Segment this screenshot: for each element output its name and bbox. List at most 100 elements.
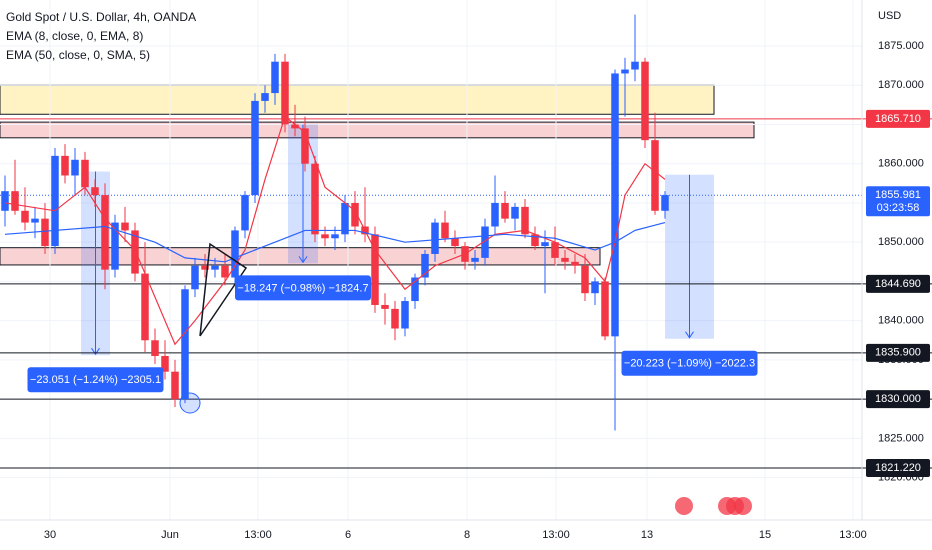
y-tick-label: 1870.000 — [878, 79, 924, 91]
countdown-label: 03:23:58 — [877, 202, 920, 214]
measure-label: −20.223 (−1.09%) −2022.3 — [624, 358, 755, 370]
candle-body — [501, 202, 509, 219]
y-tick-label: 1860.000 — [878, 158, 924, 170]
y-tick-label: 1840.000 — [878, 315, 924, 327]
candle-body — [291, 124, 299, 129]
candle-body — [371, 234, 379, 305]
x-tick-label: 6 — [345, 529, 351, 541]
x-tick-label: Jun — [161, 529, 179, 541]
candle-body — [321, 234, 329, 239]
candle-body — [11, 191, 19, 211]
candle-body — [171, 371, 179, 400]
candle-body — [81, 159, 89, 188]
event-icon — [675, 497, 693, 515]
candle-body — [251, 100, 259, 196]
candle-body — [421, 253, 429, 278]
candle-body — [521, 206, 529, 235]
measure-arrowhead — [298, 256, 308, 264]
candle-body — [71, 159, 79, 176]
candle-body — [31, 218, 39, 223]
price-label-box — [866, 390, 930, 409]
candle-body — [181, 289, 189, 400]
measure-label-box — [621, 350, 758, 376]
price-label-box — [866, 459, 930, 478]
triangle-drawing — [199, 242, 248, 337]
zone — [0, 84, 715, 115]
candle-body — [561, 257, 569, 262]
candle-body — [1, 191, 9, 211]
candle-body — [101, 195, 109, 270]
candle-body — [141, 273, 149, 341]
event-icons — [675, 497, 752, 515]
x-tick-label: 30 — [44, 529, 56, 541]
indicator-label: EMA (8, close, 0, EMA, 8) — [6, 29, 143, 43]
indicator-label: EMA (50, close, 0, SMA, 5) — [6, 48, 150, 62]
candle-body — [201, 265, 209, 270]
candle-body — [211, 265, 219, 270]
candle-body — [271, 61, 279, 94]
measure-arrowhead — [91, 347, 100, 356]
candle-body — [661, 195, 669, 211]
candle-body — [591, 281, 599, 294]
candle-body — [511, 206, 519, 219]
x-tick-label: 13:00 — [244, 529, 272, 541]
y-tick-label: 1875.000 — [878, 40, 924, 52]
candle-body — [601, 281, 609, 337]
candle-body — [311, 163, 319, 235]
candle-body — [551, 242, 559, 258]
candle-body — [351, 202, 359, 227]
measure-label: −18.247 (−0.98%) −1824.7 — [237, 282, 368, 294]
candle-body — [451, 238, 459, 247]
candle-body — [221, 265, 229, 278]
candle-body — [61, 155, 69, 176]
price-label-box — [866, 343, 930, 362]
event-icon — [734, 497, 752, 515]
candle-body — [151, 340, 159, 356]
chart-title: Gold Spot / U.S. Dollar, 4h, OANDA — [6, 10, 196, 24]
candle-body — [611, 73, 619, 337]
last-price-box — [866, 186, 930, 217]
measure-label-box — [235, 275, 371, 301]
zone — [0, 247, 601, 266]
measure-label: −23.051 (−1.24%) −2305.1 — [30, 374, 161, 386]
candle-body — [541, 242, 549, 247]
candle-body — [111, 222, 119, 270]
candle-body — [391, 308, 399, 329]
candle-body — [191, 265, 199, 290]
candle-body — [161, 355, 169, 372]
x-tick-label: 15 — [759, 529, 771, 541]
price-label: 1865.710 — [875, 113, 921, 125]
price-label: 1835.900 — [875, 347, 921, 359]
candle-body — [621, 69, 629, 74]
y-tick-label: 1850.000 — [878, 236, 924, 248]
candle-body — [381, 304, 389, 309]
measure-arrowhead — [685, 331, 694, 339]
x-tick-label: 8 — [464, 529, 470, 541]
candle-body — [341, 202, 349, 235]
price-label: 1844.690 — [875, 278, 921, 290]
price-label-box — [866, 109, 930, 128]
price-label: 1830.000 — [875, 393, 921, 405]
candle-body — [231, 230, 239, 278]
candle-body — [241, 195, 249, 231]
candle-body — [51, 155, 59, 247]
y-tick-label: 1825.000 — [878, 432, 924, 444]
candle-body — [281, 61, 289, 125]
candle-body — [481, 226, 489, 258]
candle-body — [491, 202, 499, 227]
measure-label-box — [27, 367, 164, 393]
candle-body — [581, 265, 589, 294]
candle-body — [411, 277, 419, 302]
candle-body — [121, 222, 129, 231]
currency-label: USD — [878, 10, 901, 22]
candle-body — [21, 210, 29, 223]
candle-body — [571, 261, 579, 266]
candle-body — [441, 222, 449, 239]
candle-body — [471, 257, 479, 262]
price-label-box — [866, 274, 930, 293]
x-tick-label: 13:00 — [542, 529, 570, 541]
candle-body — [651, 140, 659, 211]
